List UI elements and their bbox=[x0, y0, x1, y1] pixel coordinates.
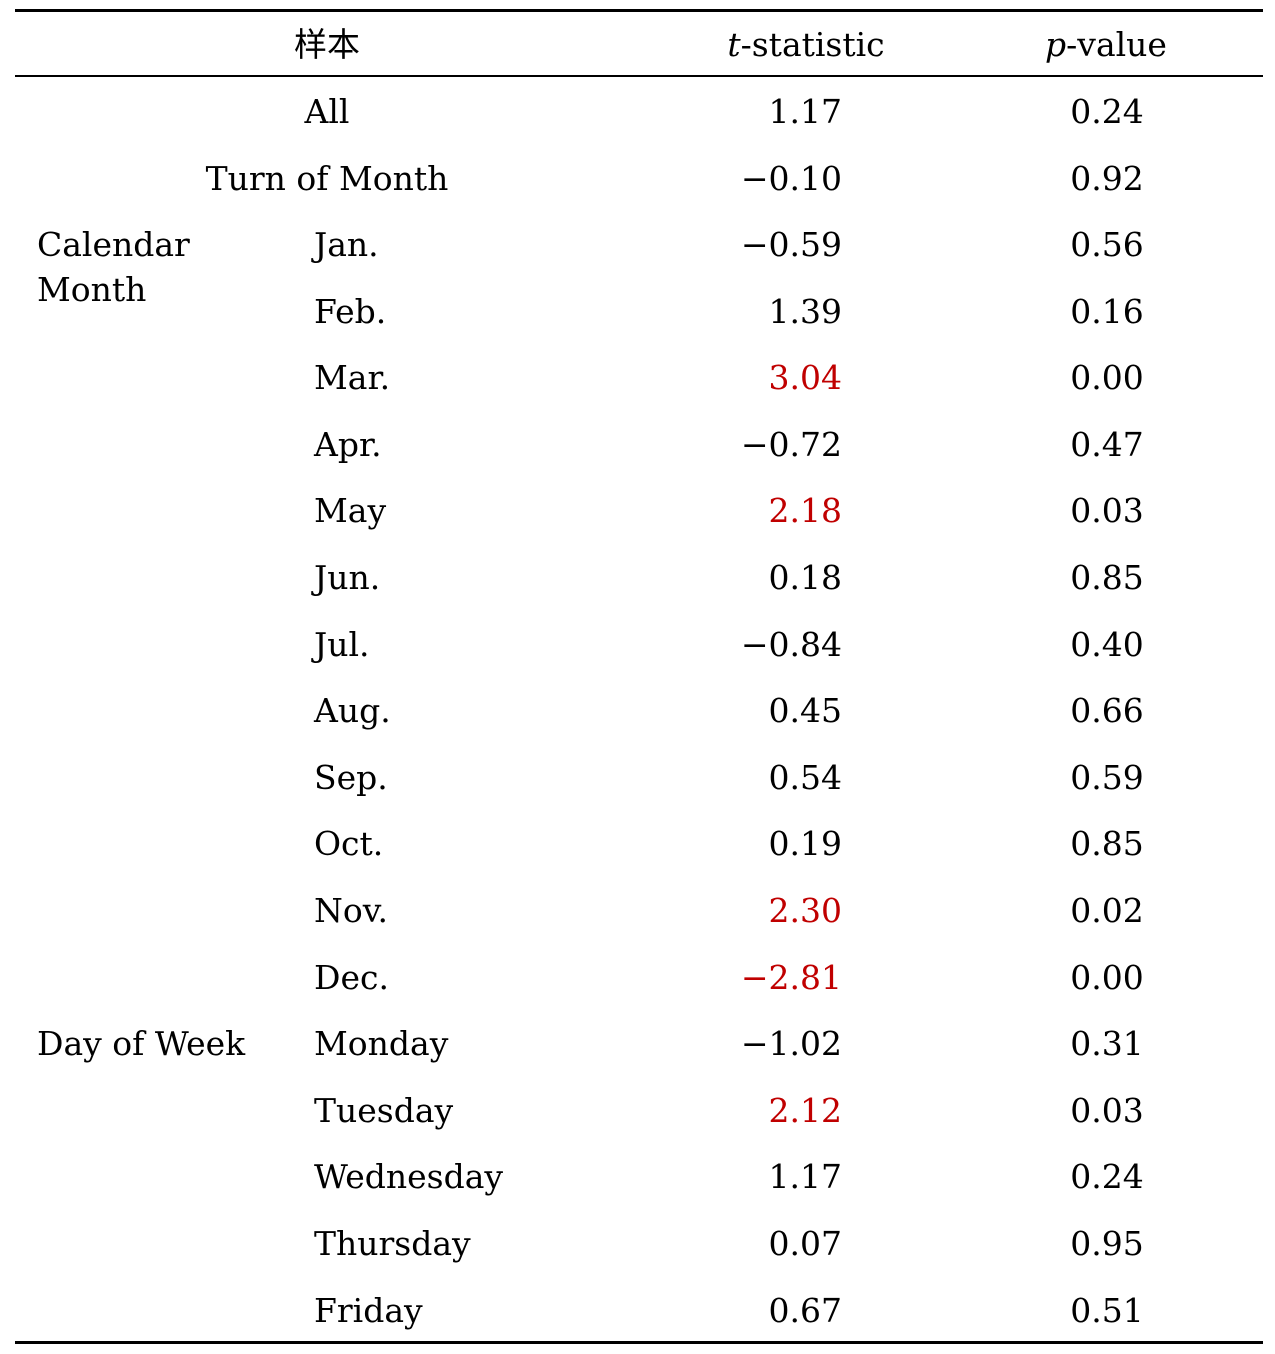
table-row-p-value: 0.16 bbox=[1070, 292, 1144, 331]
table-row-t-statistic: 0.67 bbox=[768, 1291, 842, 1330]
table-row-p-value: 0.00 bbox=[1070, 958, 1144, 997]
table-row-p-value: 0.40 bbox=[1070, 625, 1144, 664]
table-row-p-value: 0.00 bbox=[1070, 358, 1144, 397]
table-row-p-value: 0.24 bbox=[1070, 1157, 1144, 1196]
table-row-label: Oct. bbox=[314, 824, 384, 863]
table-row-label: Dec. bbox=[314, 958, 389, 997]
table-row-t-statistic: −0.72 bbox=[740, 425, 842, 464]
table-row-t-statistic: 2.12 bbox=[768, 1091, 842, 1130]
table-row-p-value: 0.95 bbox=[1070, 1224, 1144, 1263]
header-p-symbol: p bbox=[1045, 25, 1067, 64]
table-row-label: Mar. bbox=[314, 358, 391, 397]
table-row-label: May bbox=[314, 491, 387, 530]
table-row-t-statistic: 0.45 bbox=[768, 691, 842, 730]
table-row-label: Jan. bbox=[314, 225, 379, 264]
header-t-text: -statistic bbox=[740, 25, 885, 64]
group-label-calendar: Calendar bbox=[37, 225, 190, 264]
table-row-p-value: 0.02 bbox=[1070, 891, 1144, 930]
table-row-t-statistic: 0.54 bbox=[768, 758, 842, 797]
table-row-p-value: 0.85 bbox=[1070, 558, 1144, 597]
row-all-label: All bbox=[304, 92, 350, 131]
header-t-statistic: t-statistic bbox=[727, 25, 884, 65]
table-row-label: Wednesday bbox=[314, 1157, 504, 1196]
table-row-p-value: 0.66 bbox=[1070, 691, 1144, 730]
table-row-t-statistic: −0.59 bbox=[740, 225, 842, 264]
table-row-p-value: 0.03 bbox=[1070, 491, 1144, 530]
group-label-month: Month bbox=[37, 270, 147, 309]
table-row-p-value: 0.31 bbox=[1070, 1024, 1144, 1063]
table-row-p-value: 0.51 bbox=[1070, 1291, 1144, 1330]
table-row-t-statistic: −2.81 bbox=[740, 958, 842, 997]
table-row-label: Sep. bbox=[314, 758, 388, 797]
table-row-t-statistic: 2.30 bbox=[768, 891, 842, 930]
header-p-text: -value bbox=[1066, 25, 1167, 64]
table-row-p-value: 0.59 bbox=[1070, 758, 1144, 797]
row-turn-of-month-t: −0.10 bbox=[740, 159, 842, 198]
table-row-t-statistic: −1.02 bbox=[740, 1024, 842, 1063]
table-row-label: Jul. bbox=[314, 625, 370, 664]
table-row-t-statistic: 0.19 bbox=[768, 824, 842, 863]
table-row-t-statistic: 1.17 bbox=[768, 1157, 842, 1196]
table-row-p-value: 0.47 bbox=[1070, 425, 1144, 464]
table-row-label: Friday bbox=[314, 1291, 423, 1330]
table-row-label: Tuesday bbox=[314, 1091, 454, 1130]
table-row-label: Jun. bbox=[314, 558, 381, 597]
table-row-p-value: 0.03 bbox=[1070, 1091, 1144, 1130]
table-row-t-statistic: 1.39 bbox=[768, 292, 842, 331]
table-row-t-statistic: 3.04 bbox=[768, 358, 842, 397]
table-row-label: Apr. bbox=[314, 425, 382, 464]
top-rule bbox=[15, 9, 1263, 12]
header-p-value: p-value bbox=[1045, 25, 1167, 65]
header-t-symbol: t bbox=[727, 25, 741, 64]
row-all-t: 1.17 bbox=[768, 92, 842, 131]
table-row-label: Aug. bbox=[314, 691, 391, 730]
row-all-p: 0.24 bbox=[1070, 92, 1144, 131]
table-row-p-value: 0.56 bbox=[1070, 225, 1144, 264]
bottom-rule bbox=[15, 1341, 1263, 1344]
table-row-label: Monday bbox=[314, 1024, 449, 1063]
table-row-t-statistic: 0.07 bbox=[768, 1224, 842, 1263]
table-row-t-statistic: 2.18 bbox=[768, 491, 842, 530]
header-sample: 样本 bbox=[294, 25, 360, 64]
row-turn-of-month-label: Turn of Month bbox=[205, 159, 449, 198]
row-turn-of-month-p: 0.92 bbox=[1070, 159, 1144, 198]
table-row-label: Nov. bbox=[314, 891, 388, 930]
table-row-t-statistic: −0.84 bbox=[740, 625, 842, 664]
header-rule bbox=[15, 75, 1263, 77]
table-row-label: Thursday bbox=[314, 1224, 471, 1263]
table-row-p-value: 0.85 bbox=[1070, 824, 1144, 863]
table-row-label: Feb. bbox=[314, 292, 387, 331]
group-label-day-of-week: Day of Week bbox=[37, 1024, 246, 1063]
table-row-t-statistic: 0.18 bbox=[768, 558, 842, 597]
